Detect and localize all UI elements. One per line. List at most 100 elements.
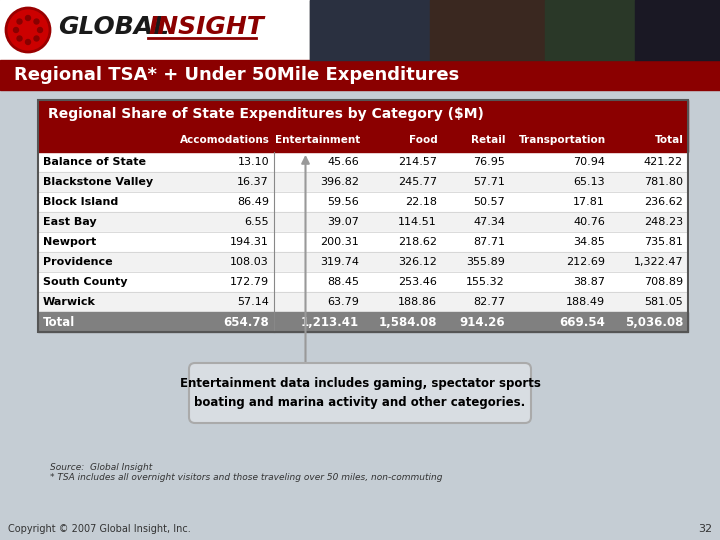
Circle shape [25, 16, 30, 21]
Bar [38, 232, 688, 252]
Text: 34.85: 34.85 [573, 237, 605, 247]
Text: 914.26: 914.26 [459, 315, 505, 328]
Bar [0, 0, 310, 60]
Text: 212.69: 212.69 [566, 257, 605, 267]
Text: 65.13: 65.13 [573, 177, 605, 187]
Bar [38, 212, 688, 232]
Circle shape [17, 19, 22, 24]
Text: 5,036.08: 5,036.08 [625, 315, 683, 328]
Text: 188.49: 188.49 [566, 297, 605, 307]
Text: 13.10: 13.10 [238, 157, 269, 167]
Bar [545, 0, 635, 60]
Text: 421.22: 421.22 [644, 157, 683, 167]
Text: 248.23: 248.23 [644, 217, 683, 227]
Text: 669.54: 669.54 [559, 315, 605, 328]
Text: 114.51: 114.51 [398, 217, 437, 227]
Text: Blackstone Valley: Blackstone Valley [43, 177, 153, 187]
Text: INSIGHT: INSIGHT [148, 15, 264, 39]
Text: 581.05: 581.05 [644, 297, 683, 307]
Circle shape [25, 39, 30, 44]
Bar [0, 60, 720, 90]
Text: * TSA includes all overnight visitors and those traveling over 50 miles, non-com: * TSA includes all overnight visitors an… [50, 473, 443, 482]
Bar [38, 252, 688, 272]
Text: Warwick: Warwick [43, 297, 96, 307]
Text: Total: Total [43, 315, 76, 328]
Text: 57.14: 57.14 [237, 297, 269, 307]
Text: 781.80: 781.80 [644, 177, 683, 187]
Text: 1,584.08: 1,584.08 [379, 315, 437, 328]
Text: Food: Food [409, 135, 438, 145]
Text: 200.31: 200.31 [320, 237, 359, 247]
Text: Newport: Newport [43, 237, 96, 247]
Bar [38, 272, 688, 292]
Text: 245.77: 245.77 [398, 177, 437, 187]
Bar [38, 100, 688, 128]
Text: 253.46: 253.46 [398, 277, 437, 287]
Text: 188.86: 188.86 [398, 297, 437, 307]
Text: 236.62: 236.62 [644, 197, 683, 207]
Text: Entertainment: Entertainment [275, 135, 360, 145]
Text: 1,322.47: 1,322.47 [634, 257, 683, 267]
Text: 22.18: 22.18 [405, 197, 437, 207]
Text: Retail: Retail [472, 135, 506, 145]
Text: 1,213.41: 1,213.41 [301, 315, 359, 328]
Bar [38, 152, 688, 172]
Text: 735.81: 735.81 [644, 237, 683, 247]
Bar [635, 0, 720, 60]
Text: Transportation: Transportation [519, 135, 606, 145]
Text: 88.45: 88.45 [327, 277, 359, 287]
Text: 155.32: 155.32 [467, 277, 505, 287]
Text: 214.57: 214.57 [398, 157, 437, 167]
Bar [38, 292, 688, 312]
Text: 355.89: 355.89 [466, 257, 505, 267]
Text: 6.55: 6.55 [244, 217, 269, 227]
Text: 326.12: 326.12 [398, 257, 437, 267]
Text: 76.95: 76.95 [473, 157, 505, 167]
Bar [310, 0, 430, 60]
Circle shape [6, 8, 50, 52]
Text: Accomodations: Accomodations [180, 135, 270, 145]
Text: 16.37: 16.37 [238, 177, 269, 187]
Text: Total: Total [655, 135, 684, 145]
Text: Regional Share of State Expenditures by Category ($M): Regional Share of State Expenditures by … [48, 107, 484, 121]
Bar [38, 100, 688, 332]
Text: East Bay: East Bay [43, 217, 96, 227]
Circle shape [37, 28, 42, 32]
Circle shape [34, 19, 39, 24]
Text: Entertainment data includes gaming, spectator sports
boating and marina activity: Entertainment data includes gaming, spec… [179, 377, 541, 409]
Text: 218.62: 218.62 [398, 237, 437, 247]
Text: 39.07: 39.07 [327, 217, 359, 227]
Text: GLOBAL: GLOBAL [58, 15, 169, 39]
Text: 396.82: 396.82 [320, 177, 359, 187]
Bar [38, 192, 688, 212]
Bar [38, 128, 688, 152]
Bar [38, 172, 688, 192]
Bar [430, 0, 545, 60]
Text: Block Island: Block Island [43, 197, 118, 207]
Text: Copyright © 2007 Global Insight, Inc.: Copyright © 2007 Global Insight, Inc. [8, 524, 191, 534]
Text: 87.71: 87.71 [473, 237, 505, 247]
Text: 32: 32 [698, 524, 712, 534]
Text: 59.56: 59.56 [328, 197, 359, 207]
Text: 654.78: 654.78 [223, 315, 269, 328]
Text: Regional TSA* + Under 50Mile Expenditures: Regional TSA* + Under 50Mile Expenditure… [14, 66, 459, 84]
Text: 50.57: 50.57 [473, 197, 505, 207]
Bar [38, 312, 688, 332]
Text: 70.94: 70.94 [573, 157, 605, 167]
Text: 17.81: 17.81 [573, 197, 605, 207]
Text: 708.89: 708.89 [644, 277, 683, 287]
Circle shape [14, 28, 19, 32]
Circle shape [17, 36, 22, 41]
Text: 108.03: 108.03 [230, 257, 269, 267]
Text: 86.49: 86.49 [237, 197, 269, 207]
Bar [310, 0, 720, 60]
Circle shape [34, 36, 39, 41]
Text: 319.74: 319.74 [320, 257, 359, 267]
Text: 45.66: 45.66 [328, 157, 359, 167]
Text: 57.71: 57.71 [473, 177, 505, 187]
Text: 38.87: 38.87 [573, 277, 605, 287]
Text: Source:  Global Insight: Source: Global Insight [50, 463, 152, 472]
Text: Balance of State: Balance of State [43, 157, 146, 167]
Text: South County: South County [43, 277, 127, 287]
Text: 172.79: 172.79 [230, 277, 269, 287]
